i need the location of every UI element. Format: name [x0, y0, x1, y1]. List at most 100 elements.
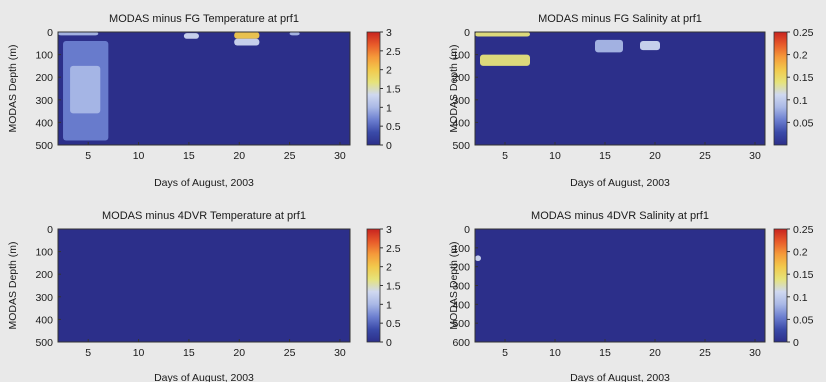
x-tick-label: 30	[749, 347, 761, 359]
y-tick-label: 200	[452, 72, 470, 84]
x-tick-label: 5	[502, 150, 508, 162]
colorbar-tick-label: 2.5	[386, 243, 401, 255]
chart-title: MODAS minus 4DVR Salinity at prf1	[531, 210, 709, 222]
x-tick-label: 15	[183, 150, 195, 162]
y-axis-label: MODAS Depth (m)	[448, 241, 460, 329]
x-tick-label: 10	[549, 150, 561, 162]
colorbar-tick-label: 0.05	[793, 314, 814, 326]
heatmap-region	[475, 255, 481, 262]
x-tick-label: 20	[649, 150, 661, 162]
heatmap-region	[58, 32, 99, 36]
colorbar-tick-label: 3	[386, 224, 392, 236]
heatmap-region	[183, 33, 199, 39]
colorbar-tick-label: 1	[386, 102, 392, 114]
axes-frame	[474, 31, 766, 146]
colorbar	[366, 31, 381, 146]
colorbar	[773, 228, 788, 343]
y-axis-label: MODAS Depth (m)	[7, 241, 19, 329]
y-tick-label: 0	[464, 27, 470, 39]
heatmap-region	[289, 32, 300, 36]
colorbar-tick-label: 0	[793, 337, 799, 349]
y-tick-label: 200	[452, 262, 470, 274]
colorbar-tick-label: 2	[386, 65, 392, 77]
y-tick-label: 500	[35, 140, 53, 152]
colorbar-tick-label: 0.25	[793, 27, 814, 39]
y-tick-label: 400	[452, 299, 470, 311]
y-tick-label: 400	[452, 117, 470, 129]
colorbar-tick-label: 3	[386, 27, 392, 39]
x-tick-label: 5	[85, 150, 91, 162]
x-tick-label: 25	[699, 347, 711, 359]
x-tick-label: 20	[233, 347, 245, 359]
colorbar-tick-label: 1.5	[386, 281, 401, 293]
y-tick-label: 0	[47, 224, 53, 236]
x-tick-label: 10	[133, 150, 145, 162]
x-tick-label: 10	[549, 347, 561, 359]
y-tick-label: 300	[452, 95, 470, 107]
x-tick-label: 15	[183, 347, 195, 359]
colorbar-tick-label: 0.1	[793, 292, 808, 304]
y-tick-label: 100	[35, 247, 53, 259]
colorbar	[773, 31, 788, 146]
heatmap-background	[58, 229, 350, 342]
x-tick-label: 30	[334, 150, 346, 162]
y-tick-label: 500	[452, 140, 470, 152]
colorbar-tick-label: 2	[386, 262, 392, 274]
colorbar	[366, 228, 381, 343]
colorbar-tick-label: 2.5	[386, 46, 401, 58]
y-axis-label: MODAS Depth (m)	[448, 44, 460, 132]
heatmap-region	[480, 54, 530, 66]
y-tick-label: 200	[35, 72, 53, 84]
x-tick-label: 20	[233, 150, 245, 162]
y-tick-label: 100	[452, 50, 470, 62]
x-tick-label: 15	[599, 347, 611, 359]
colorbar-tick-label: 0.5	[386, 318, 401, 330]
y-tick-label: 600	[452, 337, 470, 349]
y-tick-label: 300	[35, 292, 53, 304]
colorbar-tick-label: 0.05	[793, 117, 814, 129]
colorbar-tick-label: 0	[386, 140, 392, 152]
y-tick-label: 200	[35, 269, 53, 281]
y-tick-label: 500	[452, 318, 470, 330]
y-tick-label: 500	[35, 337, 53, 349]
colorbar-tick-label: 0.25	[793, 224, 814, 236]
heatmap-region	[475, 32, 530, 37]
chart-title: MODAS minus 4DVR Temperature at prf1	[102, 210, 306, 222]
x-tick-label: 30	[749, 150, 761, 162]
x-tick-label: 25	[284, 150, 296, 162]
chart-title: MODAS minus FG Temperature at prf1	[109, 13, 299, 25]
colorbar-tick-label: 0.2	[793, 50, 808, 62]
colorbar-tick-label: 1	[386, 299, 392, 311]
x-tick-label: 5	[502, 347, 508, 359]
x-tick-label: 30	[334, 347, 346, 359]
heatmap-region	[234, 32, 260, 39]
axes-frame	[57, 31, 351, 146]
colorbar-tick-label: 0.15	[793, 269, 814, 281]
y-tick-label: 300	[452, 281, 470, 293]
x-tick-label: 25	[284, 347, 296, 359]
colorbar-tick-label: 1.5	[386, 84, 401, 96]
x-axis-label: Days of August, 2003	[154, 372, 254, 382]
colorbar-tick-label: 0.15	[793, 72, 814, 84]
x-axis-label: Days of August, 2003	[570, 177, 670, 189]
y-tick-label: 100	[452, 243, 470, 255]
heatmap-region	[70, 65, 101, 114]
y-axis-label: MODAS Depth (m)	[7, 44, 19, 132]
x-tick-label: 20	[649, 347, 661, 359]
colorbar-tick-label: 0.2	[793, 247, 808, 259]
colorbar-tick-label: 0.5	[386, 121, 401, 133]
heatmap-region	[595, 39, 623, 53]
y-tick-label: 100	[35, 50, 53, 62]
heatmap-background	[475, 229, 765, 342]
x-tick-label: 5	[85, 347, 91, 359]
y-tick-label: 400	[35, 117, 53, 129]
y-tick-label: 300	[35, 95, 53, 107]
x-axis-label: Days of August, 2003	[570, 372, 670, 382]
x-tick-label: 10	[133, 347, 145, 359]
x-tick-label: 15	[599, 150, 611, 162]
y-tick-label: 0	[464, 224, 470, 236]
heatmap-region	[640, 41, 660, 51]
